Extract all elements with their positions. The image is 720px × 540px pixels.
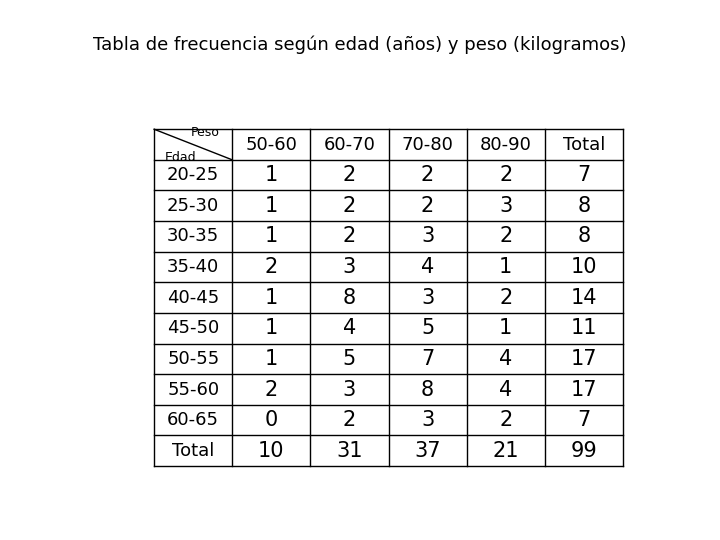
Text: 2: 2 (499, 410, 513, 430)
Text: Peso: Peso (191, 126, 220, 139)
Text: 4: 4 (343, 318, 356, 338)
Text: 2: 2 (499, 288, 513, 308)
Text: 2: 2 (265, 257, 278, 277)
Text: 2: 2 (421, 165, 434, 185)
Text: 1: 1 (265, 349, 278, 369)
Text: 8: 8 (343, 288, 356, 308)
Text: 20-25: 20-25 (167, 166, 220, 184)
Text: 2: 2 (343, 226, 356, 246)
Text: 4: 4 (421, 257, 434, 277)
Text: 4: 4 (499, 380, 513, 400)
Text: 45-50: 45-50 (167, 319, 220, 338)
Text: 1: 1 (499, 257, 513, 277)
Text: 60-65: 60-65 (167, 411, 219, 429)
Text: 80-90: 80-90 (480, 136, 531, 153)
Text: 17: 17 (570, 349, 597, 369)
Text: 4: 4 (499, 349, 513, 369)
Text: Total: Total (562, 136, 605, 153)
Text: 1: 1 (265, 165, 278, 185)
Text: 3: 3 (421, 226, 434, 246)
Text: 7: 7 (577, 410, 590, 430)
Text: 37: 37 (414, 441, 441, 461)
Text: 25-30: 25-30 (167, 197, 220, 215)
Text: 2: 2 (421, 196, 434, 216)
Text: 2: 2 (343, 196, 356, 216)
Text: 55-60: 55-60 (167, 381, 220, 399)
Text: 8: 8 (577, 196, 590, 216)
Text: 1: 1 (265, 318, 278, 338)
Text: 7: 7 (421, 349, 434, 369)
Text: 14: 14 (570, 288, 597, 308)
Text: 3: 3 (343, 257, 356, 277)
Text: 10: 10 (570, 257, 597, 277)
Text: 1: 1 (265, 196, 278, 216)
Text: 21: 21 (492, 441, 519, 461)
Text: 1: 1 (265, 288, 278, 308)
Text: 3: 3 (499, 196, 513, 216)
Text: 17: 17 (570, 380, 597, 400)
Text: 50-55: 50-55 (167, 350, 220, 368)
Text: 5: 5 (421, 318, 434, 338)
Text: 10: 10 (258, 441, 284, 461)
Text: 3: 3 (421, 410, 434, 430)
Text: 1: 1 (265, 226, 278, 246)
Text: 2: 2 (499, 226, 513, 246)
Text: 7: 7 (577, 165, 590, 185)
Text: 11: 11 (570, 318, 597, 338)
Text: 8: 8 (421, 380, 434, 400)
Text: 2: 2 (343, 165, 356, 185)
Text: 70-80: 70-80 (402, 136, 454, 153)
Text: 3: 3 (343, 380, 356, 400)
Text: 35-40: 35-40 (167, 258, 220, 276)
Text: 60-70: 60-70 (323, 136, 375, 153)
Text: 50-60: 50-60 (246, 136, 297, 153)
Text: 99: 99 (570, 441, 597, 461)
Text: 3: 3 (421, 288, 434, 308)
Text: 2: 2 (343, 410, 356, 430)
Text: 2: 2 (265, 380, 278, 400)
Text: 31: 31 (336, 441, 363, 461)
Text: 8: 8 (577, 226, 590, 246)
Text: 1: 1 (499, 318, 513, 338)
Text: 40-45: 40-45 (167, 289, 220, 307)
Text: 30-35: 30-35 (167, 227, 220, 245)
Text: 0: 0 (265, 410, 278, 430)
Text: Total: Total (172, 442, 215, 460)
Text: 2: 2 (499, 165, 513, 185)
Text: Tabla de frecuencia según edad (años) y peso (kilogramos): Tabla de frecuencia según edad (años) y … (94, 35, 626, 53)
Text: Edad: Edad (165, 151, 197, 164)
Text: 5: 5 (343, 349, 356, 369)
